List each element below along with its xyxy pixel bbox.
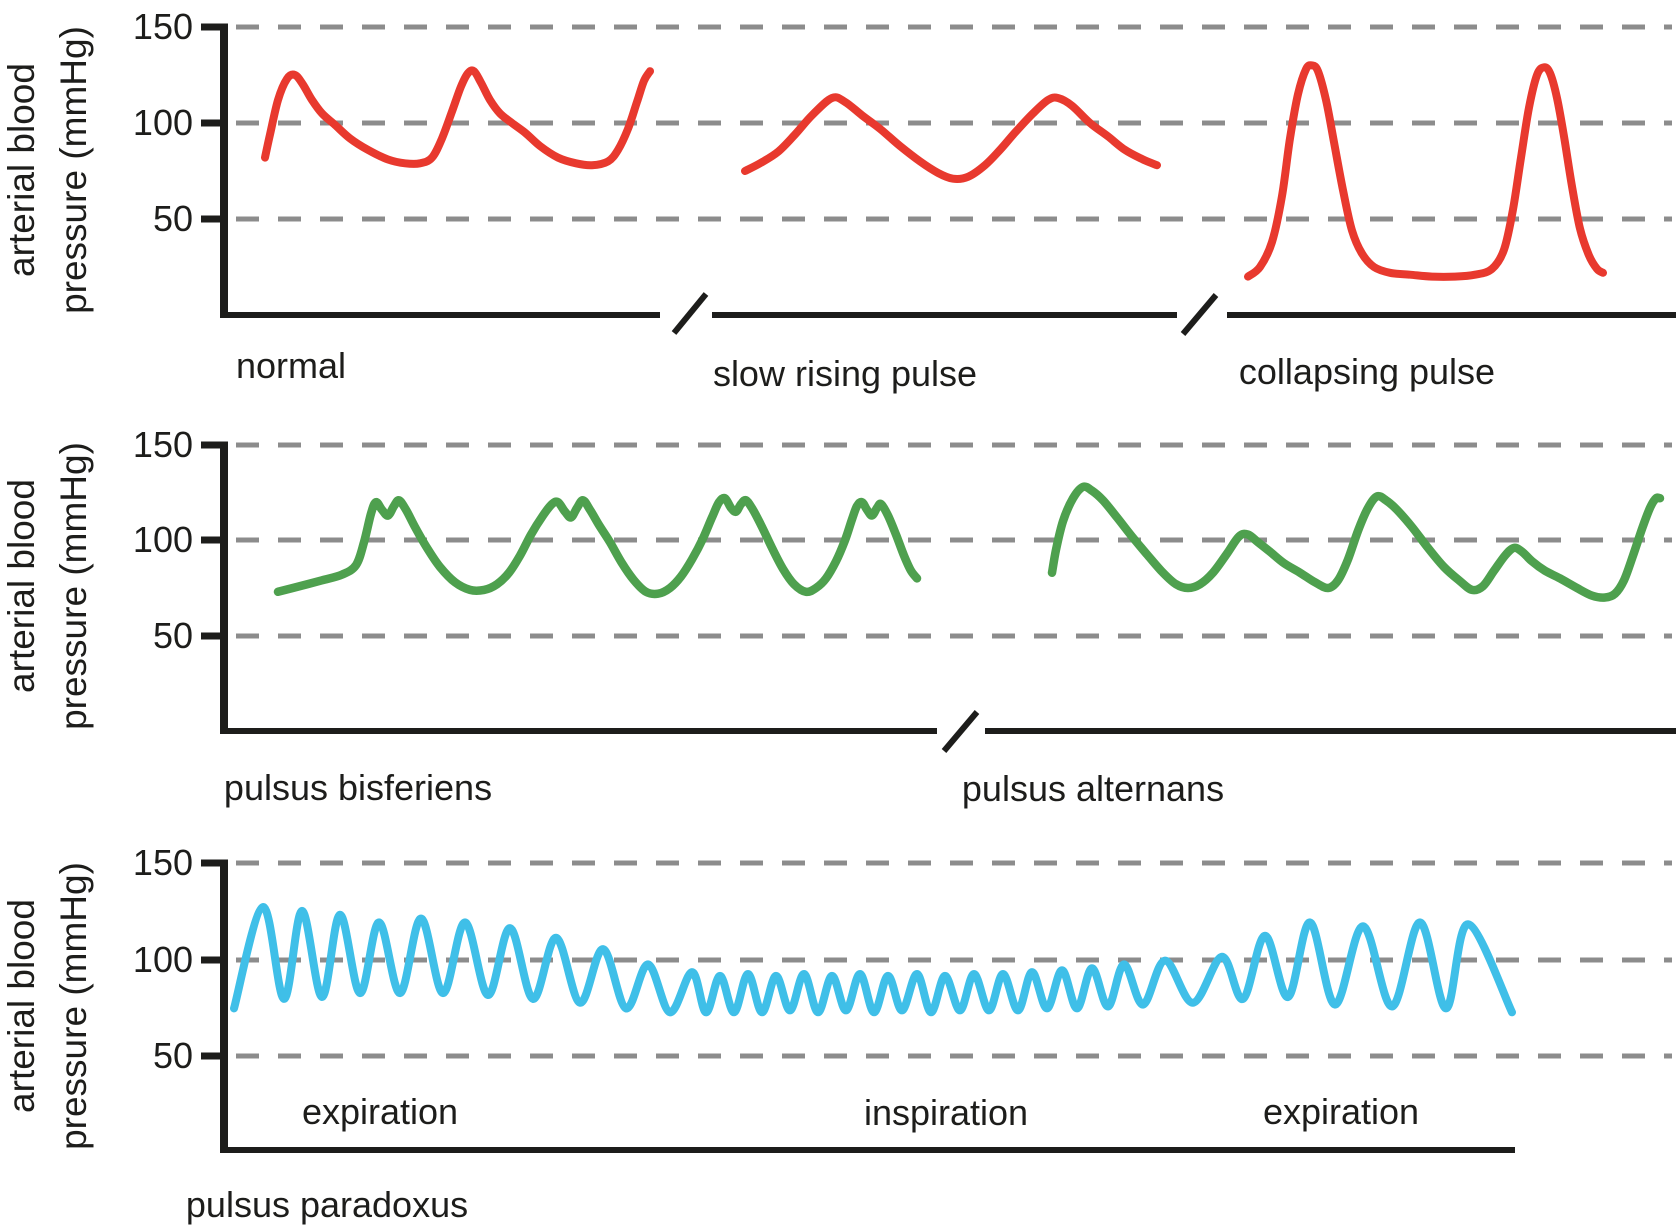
caption-collapsing-pulse: collapsing pulse [1238, 351, 1496, 392]
pulsus-alternans-waveform [1047, 482, 1665, 602]
y-axis-title: arterial blood pressure (mmHg) [0, 26, 100, 314]
collapsing-pulse-waveform [1244, 61, 1607, 281]
y-axis-title: arterial blood pressure (mmHg) [0, 862, 100, 1150]
panel2-gridlines [236, 442, 1672, 639]
label-expiration-1: expiration [301, 1091, 459, 1132]
ytick-label-150: 150 [132, 424, 193, 465]
y-axis-title-line1: arterial blood [1, 479, 42, 693]
y-axis-title: arterial blood pressure (mmHg) [0, 442, 100, 730]
y-axis-title-line2: pressure (mmHg) [53, 26, 94, 314]
panel3-axes [201, 859, 1515, 1153]
normal-waveform [261, 66, 654, 170]
ytick-label-50: 50 [152, 615, 193, 656]
panel2-axes [201, 441, 1676, 753]
caption-pulsus-bisferiens: pulsus bisferiens [223, 767, 493, 808]
ytick-label-150: 150 [132, 842, 193, 883]
caption-pulsus-alternans: pulsus alternans [961, 768, 1225, 809]
pulsus-paradoxus-waveform [230, 902, 1516, 1017]
label-inspiration: inspiration [863, 1092, 1029, 1133]
y-axis-title-line1: arterial blood [1, 63, 42, 277]
axis-break-slash [941, 710, 980, 753]
caption-normal: normal [235, 345, 347, 386]
slow-rising-pulse-waveform [741, 93, 1161, 183]
ytick-label-100: 100 [132, 519, 193, 560]
y-axis-title-line2: pressure (mmHg) [53, 862, 94, 1150]
pulsus-bisferiens-waveform [273, 493, 922, 599]
ytick-label-150: 150 [132, 6, 193, 47]
label-expiration-2: expiration [1262, 1091, 1420, 1132]
axis-break-slash [1180, 293, 1219, 336]
panel1-axes [201, 23, 1676, 336]
y-axis-title-line1: arterial blood [1, 899, 42, 1113]
caption-slow-rising-pulse: slow rising pulse [712, 353, 978, 394]
ytick-label-50: 50 [152, 198, 193, 239]
ytick-label-50: 50 [152, 1035, 193, 1076]
ytick-label-100: 100 [132, 939, 193, 980]
caption-pulsus-paradoxus: pulsus paradoxus [185, 1184, 469, 1225]
ytick-label-100: 100 [132, 102, 193, 143]
axis-break-slash [671, 292, 709, 335]
y-axis-title-line2: pressure (mmHg) [53, 442, 94, 730]
panel1-gridlines [236, 24, 1672, 222]
